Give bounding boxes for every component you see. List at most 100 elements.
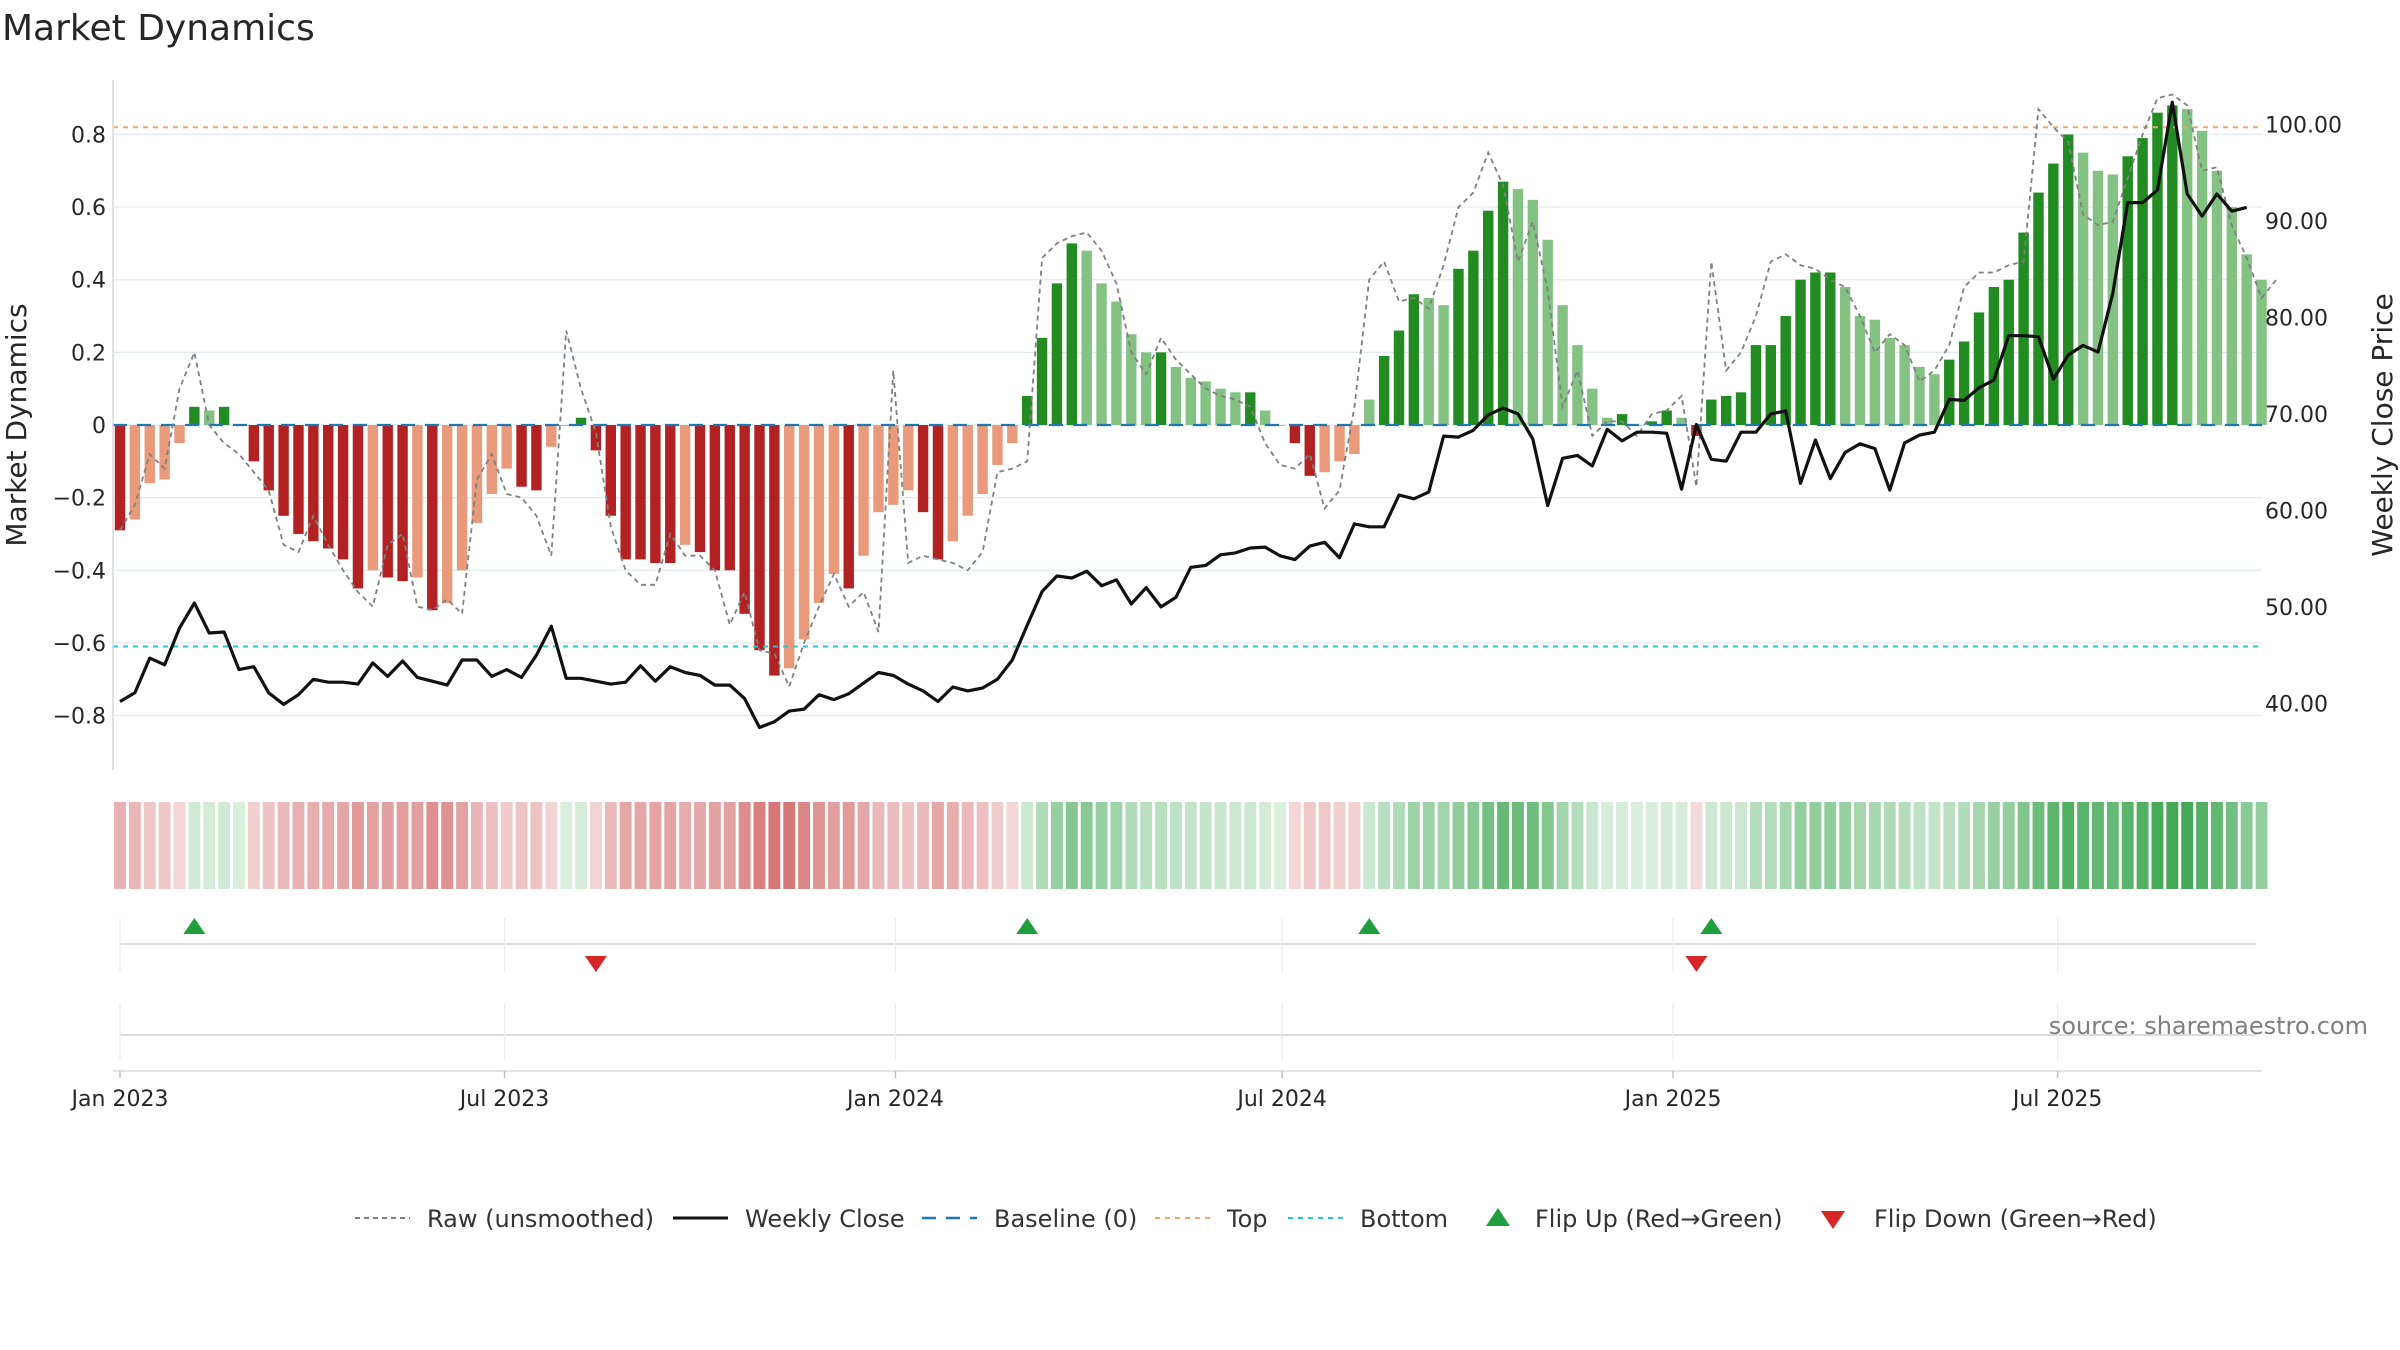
bar: [1527, 199, 1539, 425]
heat-cell: [2106, 802, 2119, 889]
bar: [397, 425, 408, 582]
heat-cell: [1363, 802, 1376, 889]
bar: [1825, 272, 1836, 425]
heat-cell: [1318, 802, 1331, 889]
heat-cell: [2166, 802, 2179, 889]
heat-cell: [2210, 802, 2223, 889]
bar: [1051, 283, 1063, 425]
heat-cell: [872, 802, 885, 889]
bar: [1884, 337, 1895, 425]
bar: [1587, 388, 1598, 425]
bar: [2167, 105, 2178, 425]
bar: [1438, 305, 1449, 425]
heat-cell: [515, 802, 528, 889]
bar: [873, 425, 884, 513]
y-axis-title: Market Dynamics: [0, 303, 33, 546]
heat-cell: [1973, 802, 1985, 889]
bar: [1988, 287, 2000, 425]
y-right-tick-label: 70.00: [2265, 403, 2328, 428]
heat-cell: [2151, 802, 2164, 889]
heat-cell: [738, 802, 751, 889]
y-tick-label: 0.4: [71, 269, 106, 294]
bar: [903, 425, 914, 491]
bar: [1215, 388, 1226, 425]
heat-cell: [411, 802, 424, 889]
heat-cell: [575, 802, 587, 889]
bar: [263, 425, 274, 491]
bar: [2107, 174, 2119, 425]
bar: [278, 425, 289, 516]
bar: [1007, 425, 1018, 444]
heat-cell: [2092, 802, 2104, 889]
bar: [1289, 425, 1301, 444]
heat-cell: [2136, 802, 2149, 889]
heat-cell: [1526, 802, 1539, 889]
bar: [367, 425, 379, 571]
bar: [1497, 181, 1509, 425]
heat-cell: [1660, 802, 1673, 889]
bar: [412, 425, 423, 578]
bar: [1126, 334, 1137, 425]
heat-cell: [366, 802, 379, 889]
heat-cell: [1288, 802, 1301, 889]
heat-cell: [1749, 802, 1762, 889]
bar: [1364, 399, 1375, 425]
y-right-tick-label: 80.00: [2265, 306, 2328, 331]
heat-cell: [842, 802, 855, 889]
bar: [1021, 395, 1033, 425]
heat-cell: [708, 802, 721, 889]
heat-cell: [1422, 802, 1435, 889]
y-tick-label: 0.2: [71, 341, 106, 366]
bar: [337, 425, 349, 560]
y-tick-label: −0.2: [53, 487, 106, 512]
bar: [129, 425, 141, 520]
heat-cell: [307, 802, 320, 889]
heat-cell: [917, 802, 930, 889]
bar: [1468, 250, 1479, 425]
heat-cell: [1482, 802, 1495, 889]
bar: [456, 425, 468, 571]
bar: [605, 425, 616, 516]
heat-cell: [1065, 802, 1078, 889]
bar: [2241, 254, 2252, 425]
flip-down-marker: [584, 956, 607, 972]
heat-cell: [1987, 802, 2000, 889]
bar: [1676, 417, 1687, 425]
heat-cell: [1407, 802, 1420, 889]
bar: [293, 425, 304, 534]
bar: [2018, 232, 2029, 425]
axes-group: −0.8 −0.6 −0.4 −0.2 0 0.2 0.4 0.6 0.8 40.00 50.00 6…: [0, 80, 2399, 770]
heat-cell: [976, 802, 989, 889]
bar: [2033, 192, 2044, 425]
bar: [2137, 138, 2148, 425]
bar: [1810, 272, 1821, 425]
heat-cell: [158, 802, 171, 889]
bar: [1200, 381, 1211, 425]
heat-cell: [530, 802, 543, 889]
bar: [679, 425, 691, 545]
heat-cell: [1913, 802, 1926, 889]
legend-label-flip-up: Flip Up (Red→Green): [1535, 1205, 1783, 1233]
y-tick-label: 0: [92, 414, 106, 439]
bar: [2077, 152, 2089, 425]
x-tick-label: Jan 2023: [70, 1087, 169, 1112]
bar: [308, 425, 319, 542]
heat-cell: [1705, 802, 1718, 889]
flip-up-marker: [1016, 918, 1039, 934]
heat-cell: [218, 802, 231, 889]
bar: [992, 425, 1003, 465]
bar: [1081, 250, 1092, 425]
heat-cell: [500, 802, 513, 889]
bar: [471, 425, 483, 524]
y-right-axis-title: Weekly Close Price: [2366, 293, 2399, 556]
heat-cell: [262, 802, 275, 889]
heat-cell: [1779, 802, 1792, 889]
bar: [2122, 156, 2133, 425]
y-right-tick-label: 50.00: [2265, 596, 2328, 621]
heat-cell: [1943, 802, 1956, 889]
flip-up-marker: [1700, 918, 1723, 934]
heat-cell: [1958, 802, 1971, 889]
weekly-close-line: [119, 100, 2248, 730]
bar: [1274, 425, 1286, 426]
heat-cell: [1229, 802, 1242, 889]
